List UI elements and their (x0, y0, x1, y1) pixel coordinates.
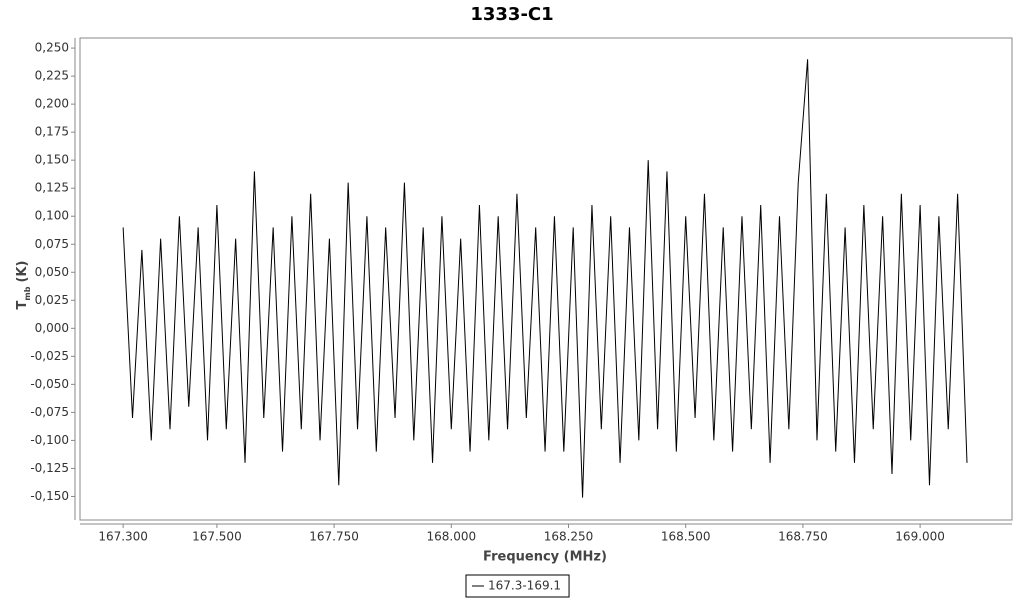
y-tick-label: -0,075 (30, 405, 69, 419)
y-axis-title: Tmb (K) (15, 261, 32, 310)
y-axis-subscript: mb (23, 286, 32, 300)
y-tick-label: 0,200 (35, 97, 69, 111)
y-tick-label: -0,100 (30, 433, 69, 447)
plot-frame (79, 37, 1013, 521)
x-tick-label: 168.750 (778, 530, 828, 544)
y-tick-label: 0,175 (35, 125, 69, 139)
y-tick-label: -0,150 (30, 489, 69, 503)
x-tick-label: 167.300 (98, 530, 148, 544)
x-tick-label: 168.500 (661, 530, 711, 544)
x-tick-label: 167.750 (309, 530, 359, 544)
x-tick-label: 168.000 (426, 530, 476, 544)
x-tick-label: 167.500 (192, 530, 242, 544)
x-tick-label: 169.000 (895, 530, 945, 544)
y-tick-label: 0,025 (35, 293, 69, 307)
y-axis-unit: (K) (15, 261, 30, 283)
legend: 167.3-169.1 (465, 574, 570, 598)
y-tick-label: 0,075 (35, 237, 69, 251)
y-tick-label: -0,025 (30, 349, 69, 363)
y-tick-label: 0,250 (35, 41, 69, 55)
x-axis-title: Frequency (MHz) (483, 550, 607, 565)
y-tick-label: 0,050 (35, 265, 69, 279)
y-tick-label: 0,225 (35, 69, 69, 83)
y-axis-symbol: T (15, 300, 30, 309)
y-tick-label: 0,150 (35, 153, 69, 167)
y-tick-label: 0,100 (35, 209, 69, 223)
y-tick-label: 0,000 (35, 321, 69, 335)
legend-box (465, 574, 570, 598)
series-line (122, 59, 968, 498)
chart-title: 1333-C1 (470, 4, 553, 25)
y-tick-label: 0,125 (35, 181, 69, 195)
y-tick-label: -0,050 (30, 377, 69, 391)
legend-label: 167.3-169.1 (488, 579, 561, 593)
y-tick-label: -0,125 (30, 461, 69, 475)
x-tick-label: 168.250 (544, 530, 594, 544)
